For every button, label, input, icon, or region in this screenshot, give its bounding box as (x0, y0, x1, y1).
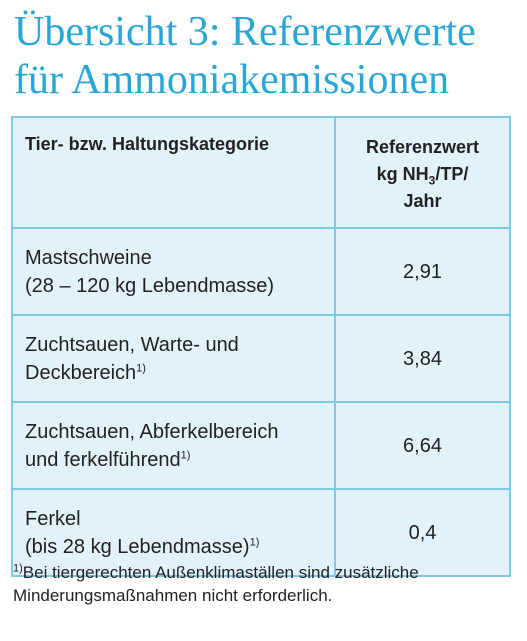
header-value-line-1: Referenzwert (365, 137, 480, 157)
row-category-line-1: Zuchtsauen, Warte- und (25, 333, 239, 356)
row-value: 6,64 (403, 434, 442, 457)
row-category-line-1: Zuchtsauen, Abferkelbereich (25, 420, 279, 443)
row-category: Zuchtsauen, Abferkelbereich und ferkelfü… (13, 403, 336, 488)
row-category: Zuchtsauen, Warte- und Deckbereich1) (13, 316, 336, 401)
row-category-line-2: und ferkelführend1) (25, 446, 279, 474)
header-value-line-2-prefix: kg NH (376, 164, 429, 184)
footnote-text: Bei tiergerechten Außenklimaställen sind… (13, 563, 419, 605)
table-row: Mastschweine (28 – 120 kg Lebendmasse) 2… (13, 227, 509, 314)
title-line-1: Übersicht 3: Referenzwerte (14, 9, 476, 55)
table-row: Zuchtsauen, Abferkelbereich und ferkelfü… (13, 401, 509, 488)
row-category: Mastschweine (28 – 120 kg Lebendmasse) (13, 229, 336, 314)
row-category-line-2-text: Deckbereich (25, 361, 137, 384)
footnote-marker: 1) (136, 361, 146, 374)
header-value-line-3: Jahr (403, 191, 442, 211)
row-value: 3,84 (403, 347, 442, 370)
row-category-line-1: Mastschweine (25, 246, 152, 269)
footnote-marker: 1) (13, 562, 23, 575)
row-category-line-2: Deckbereich1) (25, 359, 239, 387)
footnote-marker: 1) (249, 535, 260, 548)
row-category: Ferkel (bis 28 kg Lebendmasse)1) (13, 490, 336, 575)
page-title: Übersicht 3: Referenzwerte für Ammoniake… (14, 8, 476, 104)
title-line-2: für Ammoniakemissionen (14, 57, 450, 103)
reference-values-table: Tier- bzw. Haltungskategorie Referenzwer… (11, 116, 511, 577)
row-value: 0,4 (408, 521, 437, 544)
row-value: 2,91 (403, 260, 442, 283)
table-row: Ferkel (bis 28 kg Lebendmasse)1) 0,4 (13, 488, 509, 575)
header-value-line-2-subscript: 3 (428, 173, 436, 188)
row-category-line-2-text: (28 – 120 kg Lebendmasse) (25, 274, 275, 297)
row-category-line-1: Ferkel (25, 507, 81, 530)
row-category-line-2: (bis 28 kg Lebendmasse)1) (25, 533, 259, 561)
table-header-row: Tier- bzw. Haltungskategorie Referenzwer… (13, 118, 509, 227)
row-category-line-2-text: (bis 28 kg Lebendmasse) (25, 535, 250, 558)
header-reference-value: Referenzwert kg NH3/TP/ Jahr (336, 118, 509, 227)
header-category: Tier- bzw. Haltungskategorie (13, 118, 336, 227)
table-row: Zuchtsauen, Warte- und Deckbereich1) 3,8… (13, 314, 509, 401)
header-value-line-2-suffix: /TP/ (435, 164, 469, 184)
row-category-line-2-text: und ferkelführend (25, 448, 181, 471)
row-category-line-2: (28 – 120 kg Lebendmasse) (25, 272, 274, 300)
footnote-marker: 1) (180, 448, 191, 461)
table-footnote: 1)Bei tiergerechten Außenklimaställen si… (13, 561, 513, 607)
